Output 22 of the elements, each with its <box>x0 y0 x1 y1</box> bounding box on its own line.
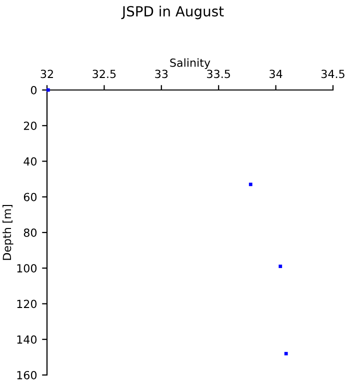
y-axis-title: Depth [m] <box>2 205 14 260</box>
y-tick-label: 160 <box>17 370 37 380</box>
point <box>284 352 288 356</box>
y-tick-label: 120 <box>17 300 37 308</box>
x-tick-label: 34 <box>270 70 282 78</box>
y-tick-label: 20 <box>24 122 37 130</box>
chart-title: JSPD in August <box>121 6 224 20</box>
y-tick-label: 0 <box>30 86 37 94</box>
point <box>278 264 282 268</box>
point <box>248 182 252 186</box>
y-tick-label: 100 <box>17 264 37 273</box>
x-tick-label: 33.5 <box>207 70 230 78</box>
y-tick-label: 80 <box>24 228 37 237</box>
x-tick-label: 32 <box>40 70 53 78</box>
x-tick-label: 32.5 <box>92 70 116 78</box>
x-axis-title: Salinity <box>170 58 210 70</box>
y-tick-label: 40 <box>24 157 37 166</box>
y-tick-label: 140 <box>17 335 37 344</box>
point <box>46 88 50 92</box>
x-tick-label: 34.5 <box>321 70 344 78</box>
y-tick-label: 60 <box>24 192 37 202</box>
x-tick-label: 33 <box>155 70 168 78</box>
